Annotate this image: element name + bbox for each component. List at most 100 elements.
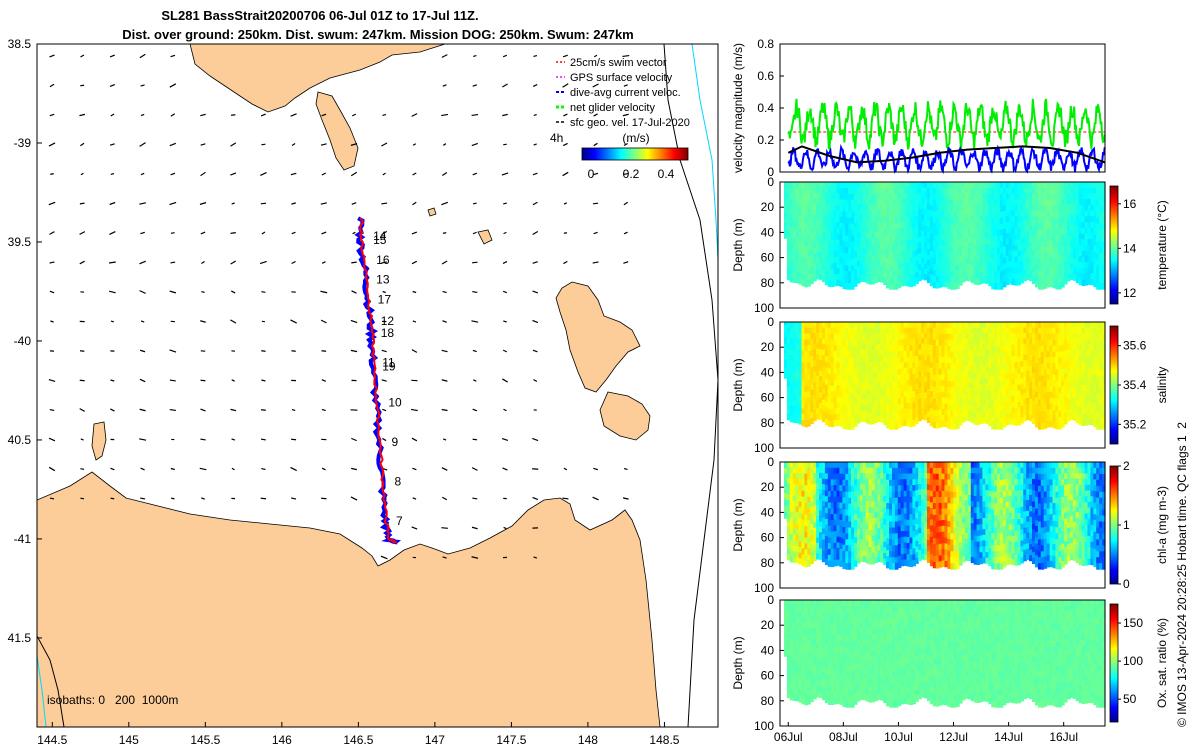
profile-cell [865, 406, 870, 413]
profile-cell [1035, 356, 1039, 364]
profile-cell [929, 193, 934, 200]
track-day-label: 19 [382, 360, 396, 374]
profile-cell [1078, 333, 1083, 340]
profile-cell [824, 261, 829, 268]
profile-cell [956, 258, 960, 266]
profile-cell [1052, 404, 1056, 411]
profile-cell [865, 182, 870, 189]
profile-cell [1093, 245, 1097, 253]
profile-cell [1037, 357, 1042, 365]
track-day-label: 17 [378, 292, 392, 306]
profile-cell [807, 519, 811, 527]
profile-cell [915, 277, 919, 284]
profile-cell [929, 251, 934, 258]
profile-cell [944, 199, 948, 206]
profile-cell [874, 349, 878, 357]
profile-cell [819, 349, 823, 355]
profile-cell [976, 199, 981, 206]
profile-cell [813, 555, 817, 562]
map-axes-frame [36, 43, 719, 728]
profile-cell [810, 395, 814, 402]
profile-cell [889, 369, 893, 377]
profile-cell [950, 363, 954, 371]
profile-cell [886, 199, 890, 207]
profile-cell [912, 268, 916, 275]
profile-cell [786, 209, 791, 216]
profile-cell [810, 552, 814, 559]
profile-cell [1037, 333, 1042, 341]
profile-cell [929, 345, 934, 352]
profile-cell [868, 216, 873, 223]
profile-cell [909, 391, 913, 399]
surface-velocity-arrow [351, 290, 357, 294]
profile-cell [979, 322, 983, 329]
profile-cell [1043, 357, 1048, 364]
profile-cell [970, 366, 975, 373]
profile-cell [821, 254, 826, 261]
profile-cell [947, 404, 951, 412]
profile-cell [973, 182, 978, 189]
profile-cell [903, 182, 908, 189]
profile-cell [953, 247, 957, 254]
profile-cell [865, 187, 870, 194]
profile-cell [871, 473, 875, 480]
profile-cell [857, 243, 861, 250]
profile-cell [1067, 338, 1071, 345]
profile-cell [979, 401, 983, 408]
profile-cell [1064, 322, 1068, 329]
profile-cell [1078, 278, 1083, 286]
profile-cell [1070, 370, 1074, 377]
profile-cell [944, 327, 948, 335]
profile-cell [810, 277, 814, 285]
surface-velocity-arrow [260, 113, 266, 117]
profile-cell [784, 356, 788, 361]
profile-cell [836, 345, 840, 352]
profile-cell [988, 391, 992, 398]
profile-cell [862, 534, 867, 541]
profile-cell [1058, 351, 1062, 359]
profile-cell [1075, 377, 1080, 384]
surface-velocity-arrow [441, 408, 448, 412]
profile-cell [964, 403, 969, 410]
profile-cell [900, 199, 905, 206]
profile-cell [810, 473, 814, 480]
profile-cell [950, 399, 954, 406]
map-title-line1: SL281 BassStrait20200706 06-Jul 01Z to 1… [161, 8, 478, 23]
profile-y-tick-label: 0 [767, 315, 774, 329]
profile-cell [1043, 322, 1048, 329]
profile-cell [862, 209, 867, 216]
surface-velocity-arrow [79, 113, 86, 117]
profile-cell [1046, 199, 1051, 206]
profile-cell [1043, 369, 1048, 376]
profile-cell [976, 327, 981, 334]
profile-cell [795, 389, 800, 396]
profile-cell [824, 558, 829, 566]
profile-cell [880, 344, 884, 351]
profile-cell [941, 199, 946, 206]
profile-cell [924, 220, 928, 226]
profile-cell [1023, 354, 1027, 361]
profile-cell [929, 402, 934, 409]
surface-velocity-arrow [109, 201, 116, 206]
profile-cell [970, 400, 975, 407]
profile-cell [935, 182, 940, 189]
profile-cell [886, 264, 890, 271]
profile-cell [845, 479, 849, 487]
profile-cell [824, 187, 829, 194]
profile-cell [1075, 276, 1080, 284]
profile-cell [956, 223, 960, 230]
profile-cell [1058, 271, 1062, 278]
profile-cell [819, 516, 823, 523]
profile-cell [798, 210, 803, 217]
profile-cell [1008, 249, 1013, 257]
profile-cell [874, 198, 878, 205]
profile-cell [1084, 222, 1089, 229]
profile-cell [1017, 210, 1021, 217]
profile-cell [804, 403, 808, 410]
profile-cell [839, 485, 843, 492]
profile-cell [827, 473, 832, 480]
profile-cell [827, 274, 832, 282]
profile-cell [821, 270, 826, 277]
profile-cell [839, 199, 843, 206]
profile-cell [842, 491, 846, 499]
